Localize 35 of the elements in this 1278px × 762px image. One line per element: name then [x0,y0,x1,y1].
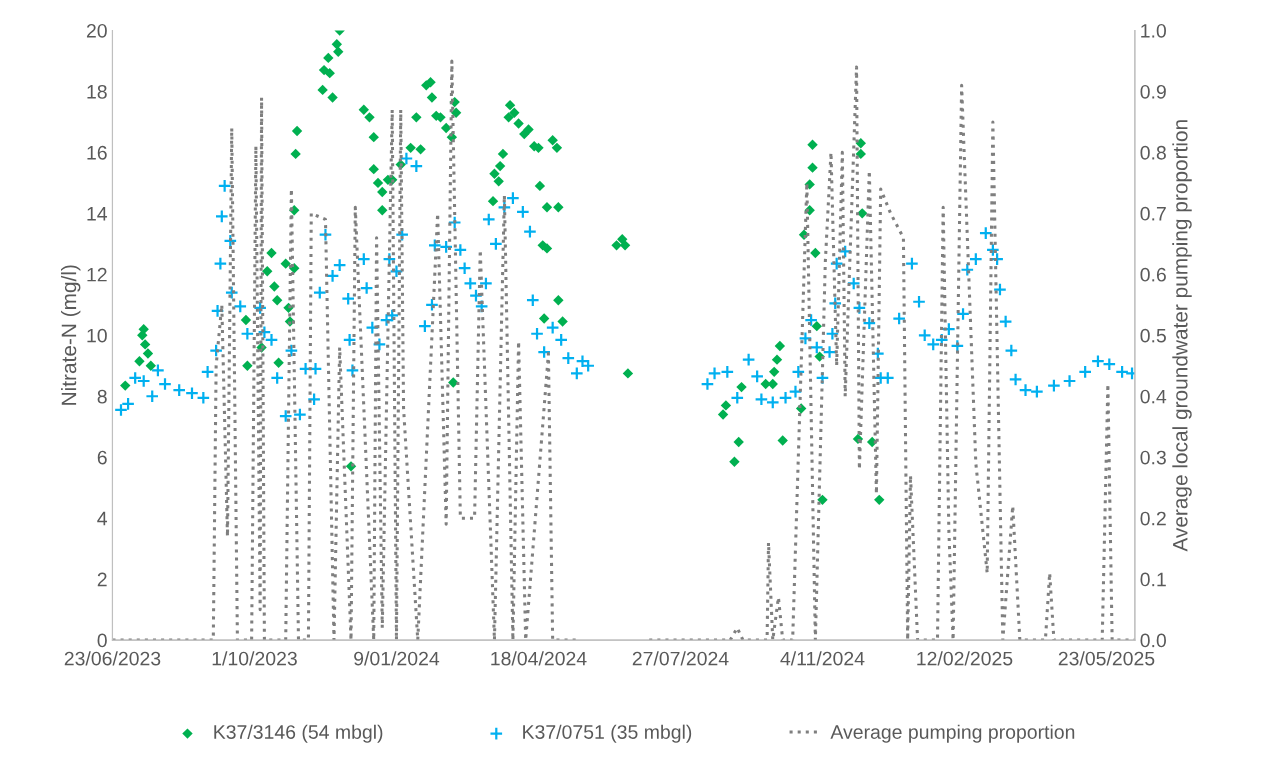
y2-axis-title: Average local groundwater pumping proportion [1172,120,1192,552]
y2-tick-label: 0.8 [1140,145,1166,160]
y-tick-label: 12 [87,267,107,282]
x-tick-label: 23/05/2025 [1058,651,1155,666]
y-tick-label: 10 [87,328,107,343]
y2-tick-label: 0.6 [1140,267,1166,282]
y-tick-label: 14 [87,207,108,221]
y-tick-label: 6 [97,450,107,465]
x-tick-label: 23/06/2023 [64,651,161,666]
x-tick-label: 18/04/2024 [491,651,587,666]
y2-tick-label: 0.0 [1140,633,1166,648]
legend-label: K37/3146 (54 mbgl) [214,724,383,743]
y2-tick-label: 0.1 [1140,572,1166,587]
y-tick-label: 18 [87,84,107,99]
x-tick-label: 9/01/2024 [354,651,440,666]
y-tick-label: 4 [97,511,108,526]
y-axis-title: Nitrate-N (mg/l) [61,265,81,405]
y-tick-label: 8 [97,389,107,404]
y-tick-label: 16 [87,145,107,160]
y2-tick-label: 1.0 [1141,23,1166,38]
x-tick-label: 1/10/2023 [212,651,297,666]
y2-tick-label: 0.3 [1140,450,1166,465]
y-tick-label: 0 [97,633,107,648]
y2-tick-label: 0.7 [1140,206,1166,221]
y2-tick-label: 0.5 [1140,328,1166,343]
x-tick-label: 27/07/2024 [632,651,729,666]
legend-label: Average pumping proportion [830,724,1075,743]
x-tick-label: 12/02/2025 [917,651,1013,666]
y-tick-label: 2 [97,572,107,587]
y2-tick-label: 0.2 [1140,511,1166,526]
x-tick-label: 4/11/2024 [780,651,865,666]
y2-tick-label: 0.9 [1140,84,1166,99]
y2-tick-label: 0.4 [1140,389,1167,404]
legend-label: K37/0751 (35 mbgl) [523,724,692,743]
y-tick-label: 20 [86,23,107,38]
